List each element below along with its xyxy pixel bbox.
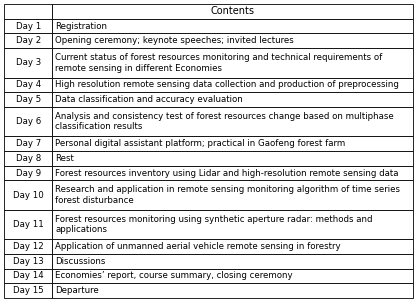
Bar	[52, 180, 413, 210]
Bar	[4, 166, 52, 180]
Text: Day 10: Day 10	[13, 191, 43, 200]
Bar	[4, 19, 52, 34]
Text: Day 5: Day 5	[15, 95, 41, 104]
Bar	[4, 34, 52, 48]
Bar	[52, 254, 413, 268]
Text: Analysis and consistency test of forest resources change based on multiphase
cla: Analysis and consistency test of forest …	[55, 112, 394, 131]
Text: Forest resources inventory using Lidar and high-resolution remote sensing data: Forest resources inventory using Lidar a…	[55, 169, 399, 178]
Bar	[4, 239, 52, 254]
Bar	[52, 19, 413, 34]
Text: Personal digital assistant platform; practical in Gaofeng forest farm: Personal digital assistant platform; pra…	[55, 139, 346, 148]
Bar	[4, 4, 52, 19]
Text: Registration: Registration	[55, 21, 107, 31]
Text: Current status of forest resources monitoring and technical requirements of
remo: Current status of forest resources monit…	[55, 53, 382, 73]
Text: Forest resources monitoring using synthetic aperture radar: methods and
applicat: Forest resources monitoring using synthe…	[55, 215, 373, 234]
Bar	[52, 92, 413, 107]
Bar	[52, 283, 413, 298]
Bar	[52, 48, 413, 78]
Text: Contents: Contents	[211, 6, 255, 16]
Bar	[4, 107, 52, 136]
Bar	[4, 136, 52, 151]
Bar	[52, 107, 413, 136]
Bar	[52, 239, 413, 254]
Text: Day 4: Day 4	[15, 80, 41, 89]
Text: Day 14: Day 14	[13, 271, 43, 281]
Bar	[4, 78, 52, 92]
Bar	[52, 4, 413, 19]
Text: Day 15: Day 15	[13, 286, 43, 295]
Text: Economies’ report, course summary, closing ceremony: Economies’ report, course summary, closi…	[55, 271, 293, 281]
Text: Day 11: Day 11	[13, 220, 43, 229]
Bar	[52, 166, 413, 180]
Text: Research and application in remote sensing monitoring algorithm of time series
f: Research and application in remote sensi…	[55, 185, 400, 205]
Bar	[4, 48, 52, 78]
Text: Day 2: Day 2	[15, 36, 41, 45]
Bar	[52, 210, 413, 239]
Text: Day 13: Day 13	[13, 257, 43, 266]
Bar	[52, 34, 413, 48]
Text: Rest: Rest	[55, 154, 74, 163]
Bar	[4, 254, 52, 268]
Bar	[4, 283, 52, 298]
Bar	[4, 210, 52, 239]
Text: High resolution remote sensing data collection and production of preprocessing: High resolution remote sensing data coll…	[55, 80, 399, 89]
Text: Opening ceremony; keynote speeches; invited lectures: Opening ceremony; keynote speeches; invi…	[55, 36, 294, 45]
Bar	[52, 151, 413, 166]
Text: Discussions: Discussions	[55, 257, 106, 266]
Text: Data classification and accuracy evaluation: Data classification and accuracy evaluat…	[55, 95, 243, 104]
Text: Departure: Departure	[55, 286, 99, 295]
Bar	[4, 268, 52, 283]
Text: Day 7: Day 7	[15, 139, 41, 148]
Text: Day 9: Day 9	[15, 169, 41, 178]
Text: Day 12: Day 12	[13, 242, 43, 251]
Text: Day 1: Day 1	[15, 21, 41, 31]
Bar	[52, 268, 413, 283]
Bar	[52, 136, 413, 151]
Bar	[52, 78, 413, 92]
Bar	[4, 151, 52, 166]
Text: Day 6: Day 6	[15, 117, 41, 126]
Bar	[4, 180, 52, 210]
Text: Application of unmanned aerial vehicle remote sensing in forestry: Application of unmanned aerial vehicle r…	[55, 242, 341, 251]
Bar	[4, 92, 52, 107]
Text: Day 3: Day 3	[15, 58, 41, 67]
Text: Day 8: Day 8	[15, 154, 41, 163]
